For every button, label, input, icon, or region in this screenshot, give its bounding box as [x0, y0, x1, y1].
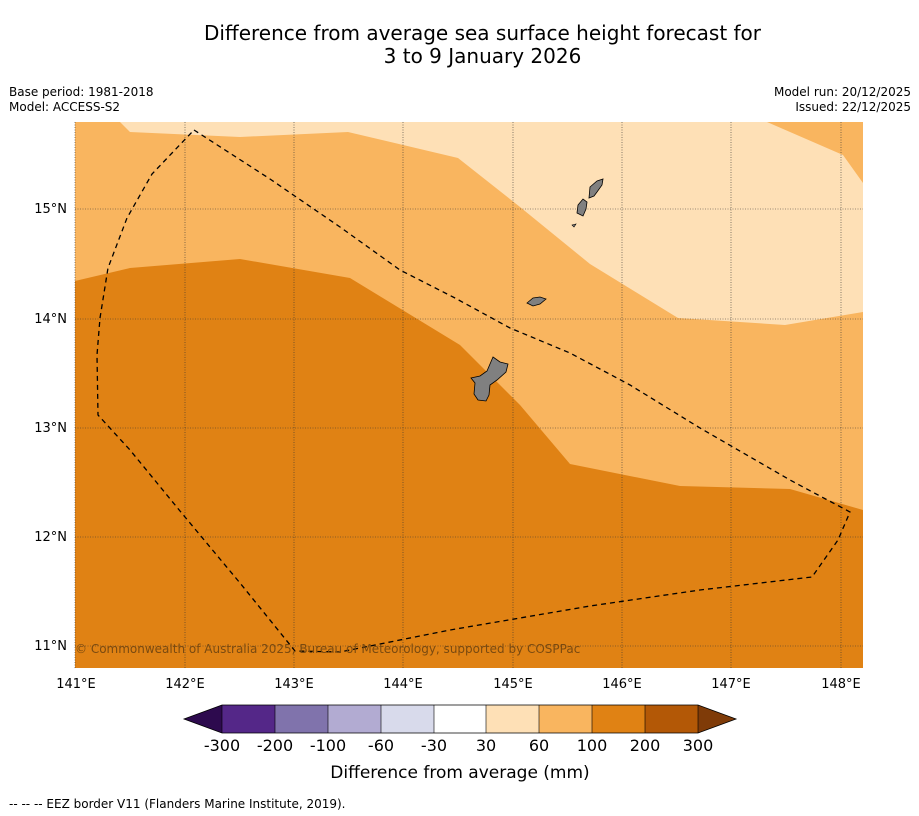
title-line-1: Difference from average sea surface heig… — [203, 21, 762, 45]
island-rota — [526, 296, 547, 307]
colorbar-swatch — [222, 705, 275, 733]
issued-text: Issued: 22/12/2025 — [795, 100, 911, 114]
lat-label: 13°N — [34, 421, 67, 436]
graticule — [74, 122, 863, 668]
eez-footnote: -- -- -- EEZ border V11 (Flanders Marine… — [9, 797, 346, 811]
lon-label: 141°E — [56, 677, 96, 692]
colorbar-tick: -300 — [204, 736, 240, 755]
colorbar-tick: -100 — [310, 736, 346, 755]
colorbar-swatch — [539, 705, 592, 733]
island-guam — [470, 356, 509, 402]
title-line-2: 3 to 9 January 2026 — [383, 44, 582, 68]
colorbar-tick: 60 — [529, 736, 549, 755]
colorbar-swatch — [328, 705, 381, 733]
meta-left: Base period: 1981-2018 Model: ACCESS-S2 — [9, 85, 154, 115]
colorbar-dividers — [221, 705, 699, 733]
chart-title: Difference from average sea surface heig… — [0, 22, 919, 68]
colorbar-swatch — [381, 705, 434, 733]
colorbar-tick: -30 — [421, 736, 447, 755]
colorbar-tick: 200 — [630, 736, 661, 755]
lat-label: 15°N — [34, 202, 67, 217]
lon-label: 142°E — [165, 677, 205, 692]
colorbar-tick: 30 — [476, 736, 496, 755]
colorbar-swatch — [434, 705, 486, 733]
colorbar-swatch — [592, 705, 645, 733]
lon-label: 146°E — [602, 677, 642, 692]
lon-label: 147°E — [711, 677, 751, 692]
lat-label: 12°N — [34, 530, 67, 545]
lon-label: 144°E — [383, 677, 423, 692]
lat-labels: 15°N 14°N 13°N 12°N 11°N — [34, 202, 67, 654]
zone-30-60 — [120, 122, 863, 325]
colorbar — [182, 704, 738, 734]
lon-label: 148°E — [821, 677, 861, 692]
meta-right: Model run: 20/12/2025 Issued: 22/12/2025 — [774, 85, 911, 115]
colorbar-swatch — [275, 705, 328, 733]
colorbar-tick: -60 — [368, 736, 394, 755]
lon-label: 143°E — [274, 677, 314, 692]
island-aguijan — [571, 223, 577, 228]
lat-label: 14°N — [34, 312, 67, 327]
colorbar-label: Difference from average (mm) — [330, 763, 589, 783]
colorbar-swatch — [645, 705, 698, 733]
lon-labels: 141°E 142°E 143°E 144°E 145°E 146°E 147°… — [56, 677, 861, 692]
model-run-text: Model run: 20/12/2025 — [773, 85, 911, 99]
colorbar-ticks: -300 -200 -100 -60 -30 30 60 100 200 300 — [204, 736, 713, 755]
colorbar-tick: 100 — [577, 736, 608, 755]
island-saipan — [588, 178, 604, 199]
island-tinian — [576, 198, 588, 217]
eez-border — [96, 129, 851, 653]
colorbar-extend-low — [184, 705, 222, 733]
lat-label: 11°N — [34, 639, 67, 654]
model-text: Model: ACCESS-S2 — [9, 100, 121, 114]
colorbar-extend-high — [698, 705, 736, 733]
colorbar-swatch — [486, 705, 539, 733]
base-period-text: Base period: 1981-2018 — [9, 85, 154, 99]
lon-label: 145°E — [493, 677, 533, 692]
colorbar-tick: 300 — [683, 736, 714, 755]
copyright-text: © Commonwealth of Australia 2025, Bureau… — [75, 642, 580, 656]
colorbar-tick: -200 — [257, 736, 293, 755]
